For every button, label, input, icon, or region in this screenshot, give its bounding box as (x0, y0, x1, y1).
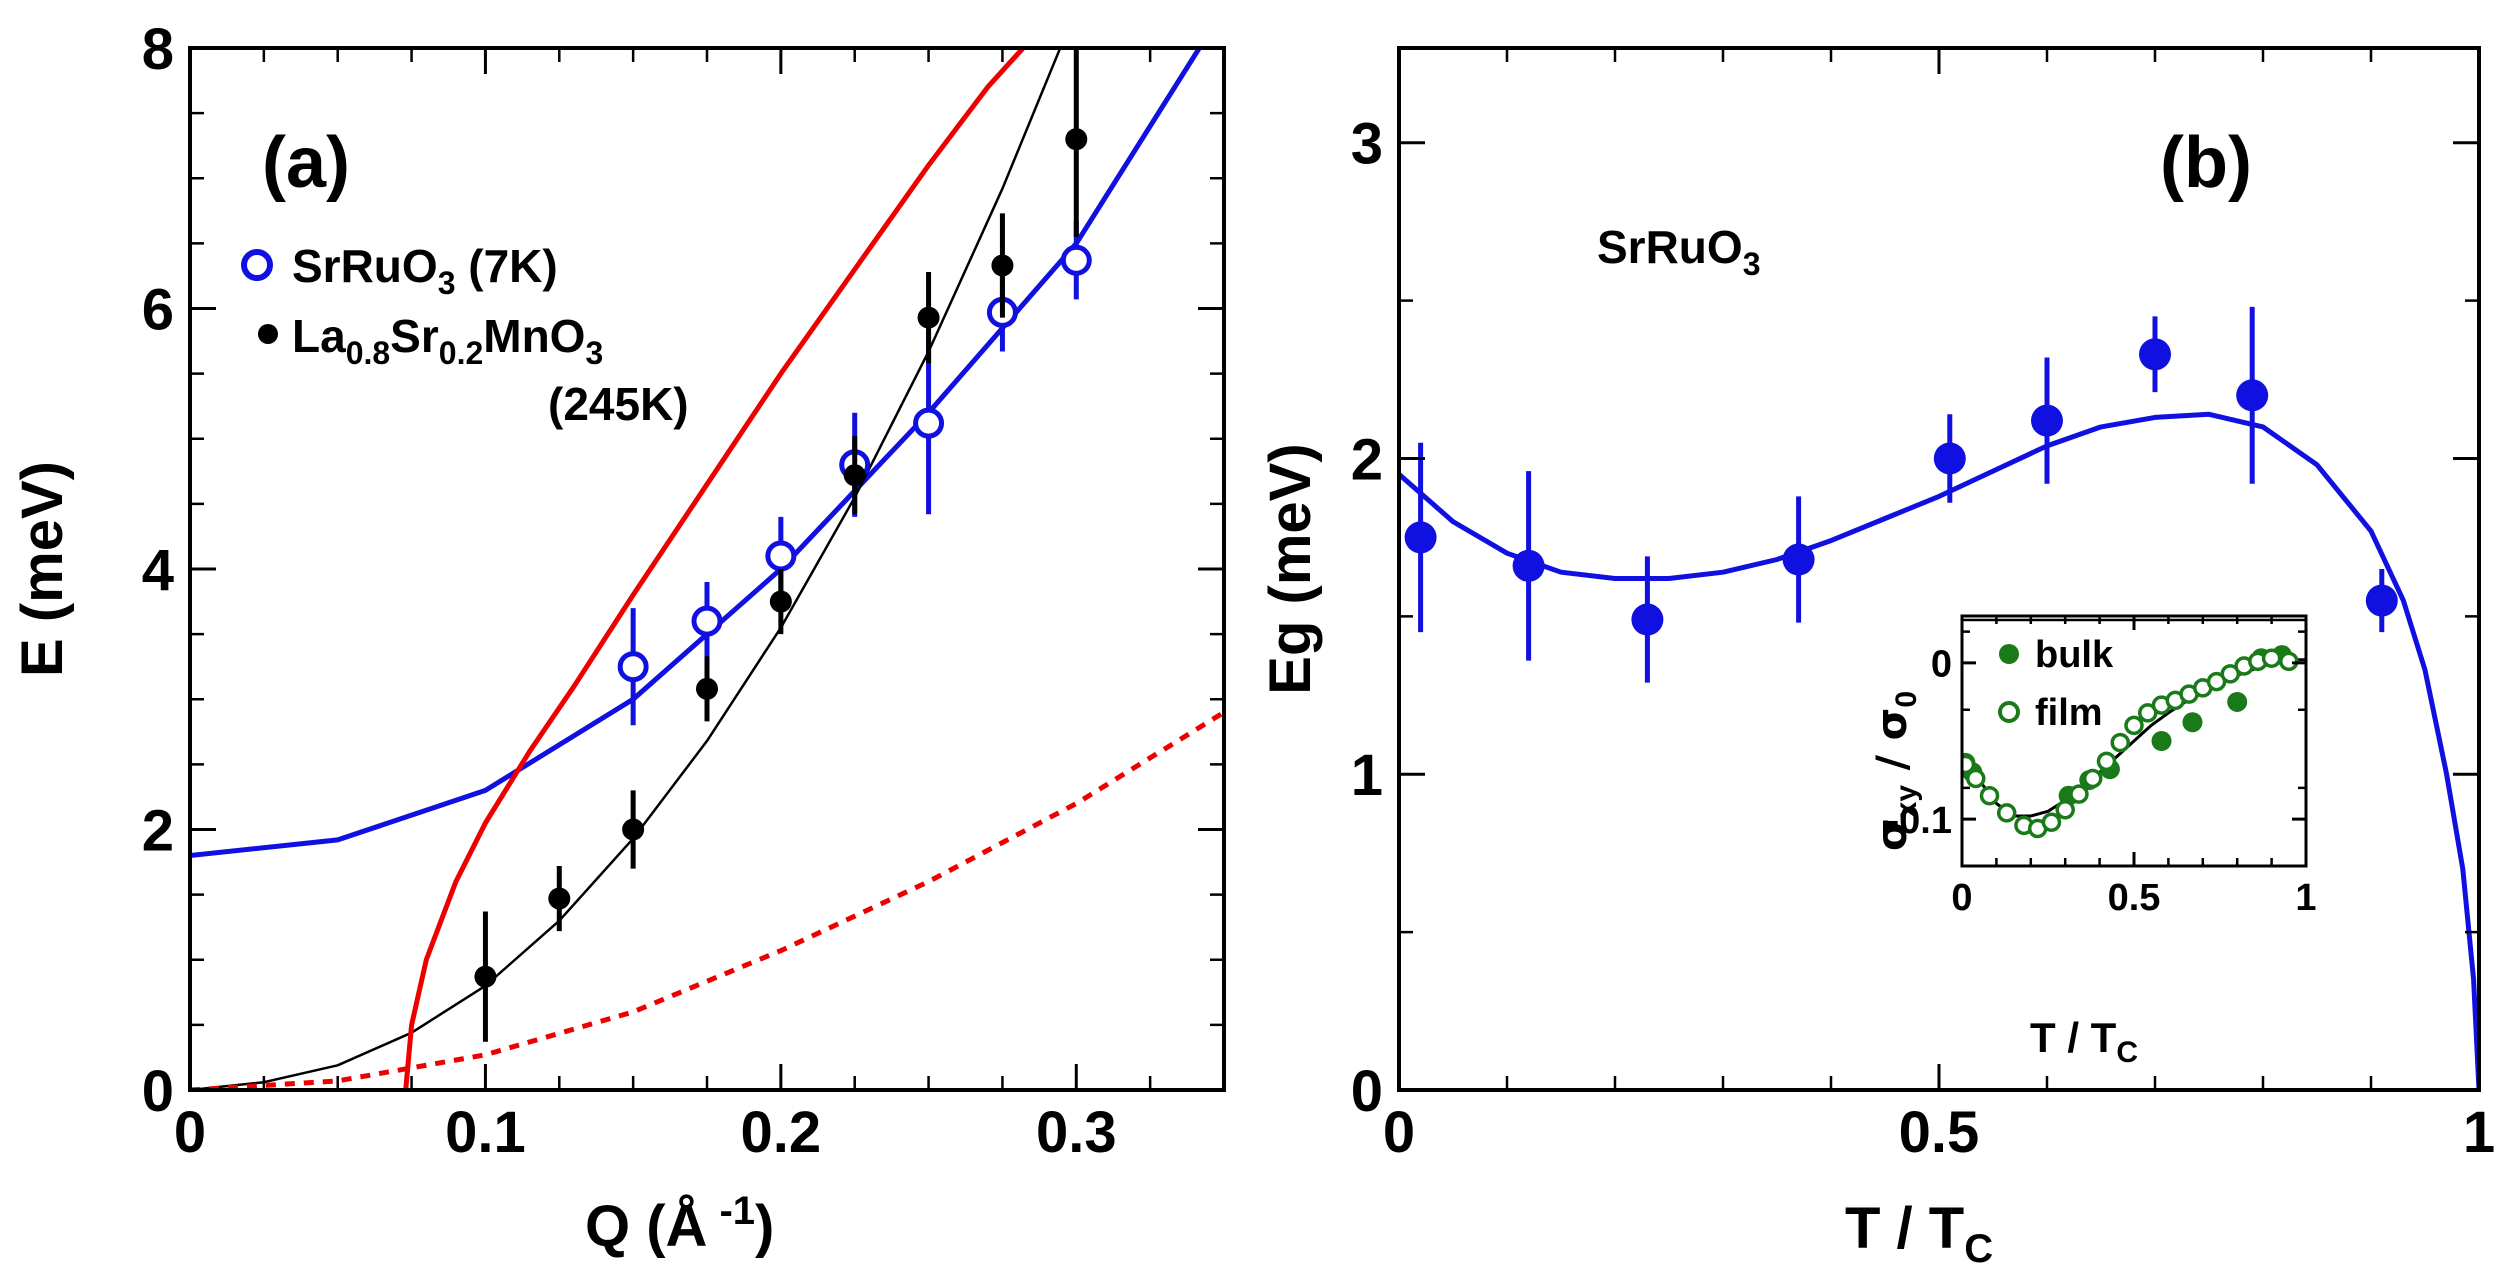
panel-b-annotation: SrRuO3 (1597, 221, 1760, 282)
data-point-la0-8sr0-2mno3-245k (991, 254, 1014, 277)
legend-srruo3-label: SrRuO3 (7K) (292, 240, 558, 301)
y-tick-label: 0 (1351, 1059, 1383, 1124)
data-point-srruo3-data (2365, 584, 2398, 617)
x-tick-label: 1 (2295, 877, 2316, 919)
data-point-la0-8sr0-2mno3-245k (769, 590, 792, 613)
data-point-film (2096, 751, 2117, 772)
data-point-la0-8sr0-2mno3-245k (843, 464, 866, 487)
data-point-film (2110, 732, 2130, 753)
y-tick-label: -0.1 (1887, 800, 1952, 842)
data-point-bulk (2227, 691, 2248, 712)
y-tick-label: 0 (1931, 644, 1952, 686)
panel-a-ylabel: E (meV) (10, 461, 75, 677)
inset-legend-bulk-label: bulk (2035, 634, 2114, 676)
panel-a: 0 0.1 0.2 0.3 0 2 4 6 8 (a) SrRuO3 (7K) La0.8Sr0… (10, 17, 1226, 1259)
y-tick-label: 3 (1351, 112, 1383, 177)
y-tick-label: 2 (1351, 427, 1383, 492)
data-point-srruo3-data (1512, 549, 1545, 582)
y-tick-label: 8 (142, 17, 174, 82)
legend-lsmo-temperature: (245K) (548, 378, 689, 430)
data-point-la0-8sr0-2mno3-245k (474, 965, 497, 988)
data-point-la0-8sr0-2mno3-245k (696, 677, 718, 700)
data-point-srruo3-data (2139, 338, 2171, 371)
series-line-red-solid-curve (403, 48, 1027, 1090)
y-tick-label: 2 (142, 798, 174, 863)
data-point-la0-8sr0-2mno3-245k (622, 818, 645, 841)
inset-legend-film-marker (1998, 701, 2020, 723)
panel-a-plot (190, 48, 1224, 1090)
series-line-fit (1399, 411, 2479, 1090)
data-point-srruo3-7k (765, 540, 797, 572)
data-point-srruo3-7k (1060, 244, 1092, 276)
panel-b-curves (1399, 411, 2479, 1090)
legend-open-circle-marker (241, 249, 273, 281)
panel-b-plot (1399, 306, 2479, 1090)
panel-b-frame (1397, 46, 2481, 1092)
data-point-srruo3-7k (617, 651, 649, 683)
x-tick-label: 0 (1383, 1100, 1415, 1165)
y-tick-label: 0 (142, 1059, 174, 1124)
data-point-la0-8sr0-2mno3-245k (548, 887, 571, 910)
y-tick-label: 6 (142, 277, 174, 342)
data-point-srruo3-data (2031, 404, 2063, 437)
data-point-film (2082, 768, 2103, 789)
data-point-film (2124, 715, 2144, 736)
data-point-film (2055, 800, 2075, 820)
panel-b-label: (b) (2160, 123, 2252, 203)
data-point-la0-8sr0-2mno3-245k (917, 306, 940, 329)
data-point-srruo3-data (1631, 603, 1664, 636)
data-point-bulk (2182, 712, 2203, 733)
data-point-film (1966, 768, 1986, 789)
inset-markers (1962, 645, 2299, 839)
x-tick-label: 0 (174, 1100, 206, 1165)
inset-xlabel: T / TC (2030, 1014, 2138, 1069)
data-point-film (2041, 812, 2062, 832)
data-point-srruo3-data (2236, 379, 2269, 412)
panel-a-xlabel: Q (Å -1) (585, 1189, 774, 1259)
panel-b-markers (1404, 306, 2398, 683)
data-point-film (1962, 754, 1976, 775)
data-point-film (1996, 803, 2017, 823)
inset-ylabel: σxy / σ0 (1867, 691, 1923, 851)
data-point-film (1979, 785, 2000, 806)
data-point-srruo3-data (1933, 442, 1966, 475)
panel-a-legend: SrRuO3 (7K) La0.8Sr0.2MnO3 (245K) (241, 240, 689, 430)
x-tick-label: 0.3 (1036, 1100, 1117, 1165)
data-point-srruo3-7k (691, 605, 723, 637)
y-tick-label: 4 (142, 538, 174, 603)
data-point-srruo3-data (1404, 521, 1437, 554)
series-line-la0-8sr0-2mno3-fit (190, 48, 1062, 1090)
panel-a-markers (474, 48, 1092, 1042)
x-tick-label: 1 (2463, 1100, 2495, 1165)
x-tick-label: 0.5 (1899, 1100, 1980, 1165)
data-point-film (2279, 651, 2299, 672)
panel-b-ylabel: Eg (meV) (1258, 443, 1323, 694)
panel-a-label: (a) (262, 123, 350, 203)
data-point-srruo3-data (1782, 543, 1815, 576)
inset-legend-bulk-marker (1999, 644, 2019, 664)
panel-a-frame (188, 46, 1226, 1092)
x-tick-label: 0.5 (2108, 877, 2161, 919)
panel-b-ticks: 0 0.5 1 0 1 2 3 (1351, 48, 2495, 1165)
x-tick-label: 0.2 (741, 1100, 822, 1165)
panel-b: 0 0.5 1 0 1 2 3 (b) SrRuO3 T / TC Eg (meV) 0 0.… (1258, 46, 2495, 1271)
data-point-srruo3-7k (913, 407, 945, 439)
inset-legend-film-label: film (2035, 692, 2103, 734)
data-point-la0-8sr0-2mno3-245k (1065, 128, 1088, 151)
inset-frame (1960, 614, 2308, 868)
data-point-bulk (2151, 731, 2172, 751)
panel-b-xlabel: T / TC (1845, 1196, 1993, 1271)
y-tick-label: 1 (1351, 743, 1383, 808)
series-line-red-dotted-curve (190, 710, 1224, 1090)
data-point-film (2069, 784, 2089, 804)
x-tick-label: 0 (1951, 877, 1972, 919)
data-point-film (2261, 648, 2282, 668)
x-tick-label: 0.1 (445, 1100, 526, 1165)
inset: 0 0.5 1 -0.1 0 bulk film T / TC σxy / σ0 (1867, 614, 2317, 1069)
legend-lsmo-label: La0.8Sr0.2MnO3 (292, 310, 603, 371)
legend-filled-circle-marker (258, 324, 278, 344)
inset-plot (1962, 618, 2306, 839)
